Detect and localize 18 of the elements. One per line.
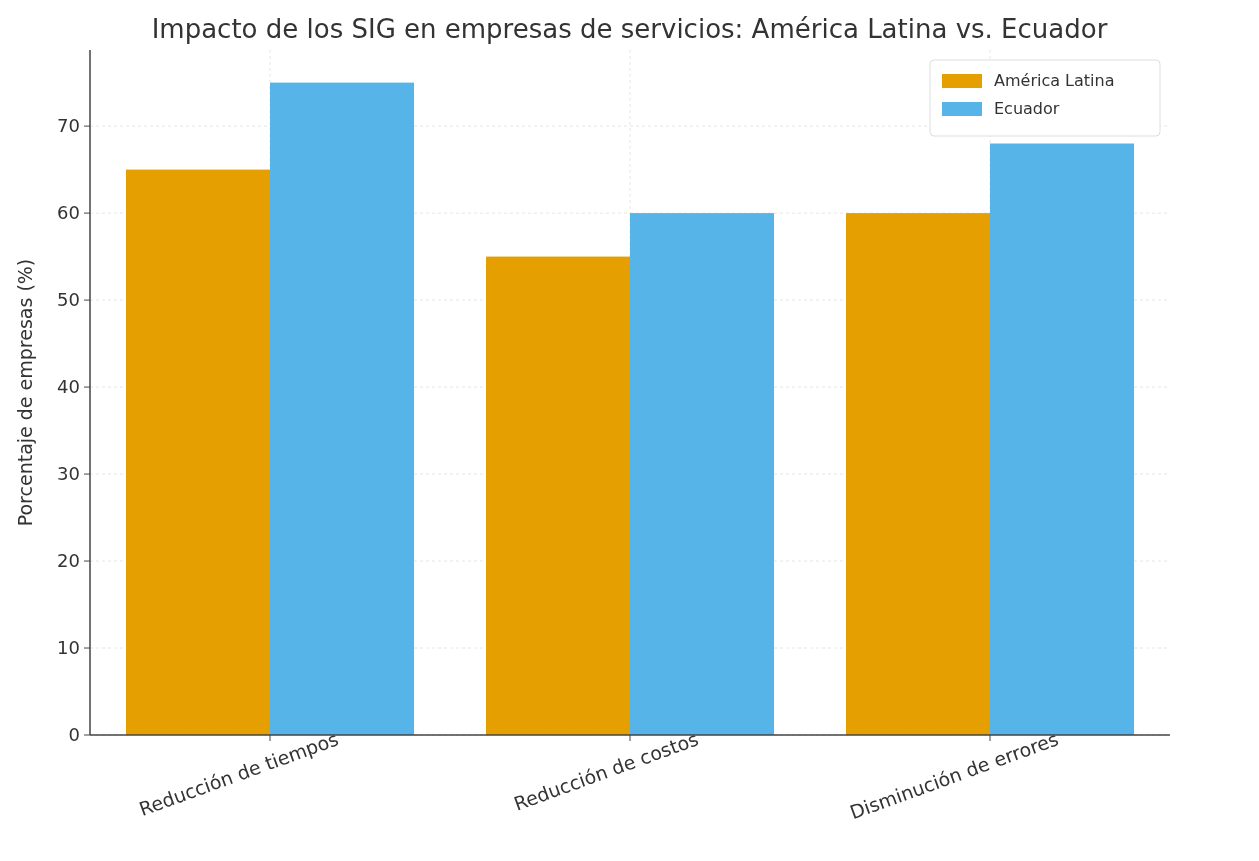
y-tick-label: 40 [57, 376, 80, 398]
bar [630, 213, 774, 735]
y-axis-title: Porcentaje de empresas (%) [14, 258, 36, 527]
y-tick-label: 30 [57, 463, 80, 485]
bar [990, 143, 1134, 735]
y-tick-label: 0 [68, 724, 80, 746]
chart-title: Impacto de los SIG en empresas de servicios: América Latina vs. Ecuador [151, 14, 1108, 44]
bar [270, 82, 414, 735]
y-tick-label: 60 [57, 202, 80, 224]
y-tick-label: 20 [57, 550, 80, 572]
y-tick-label: 70 [57, 115, 80, 137]
legend-label: Ecuador [994, 99, 1060, 118]
legend-label: América Latina [994, 71, 1115, 90]
bar [126, 169, 270, 735]
bar [846, 213, 990, 735]
y-tick-label: 10 [57, 637, 80, 659]
bar [486, 256, 630, 735]
y-tick-label: 50 [57, 289, 80, 311]
